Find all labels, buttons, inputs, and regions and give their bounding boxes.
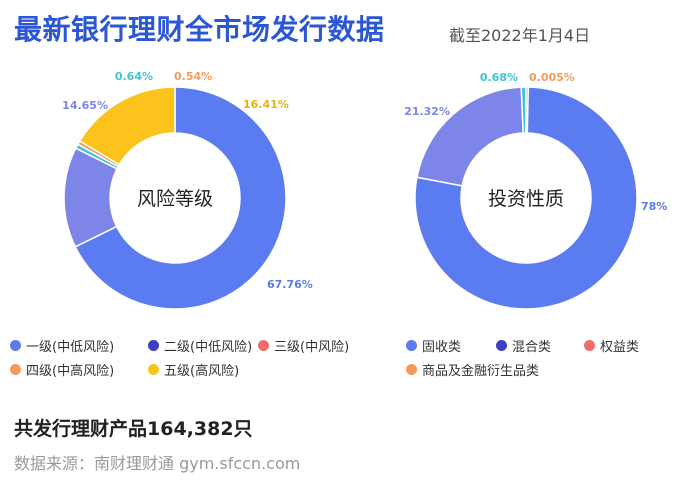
- donut-slice: [416, 86, 524, 187]
- legend-marker-icon: [584, 340, 595, 351]
- legend-marker-icon: [258, 340, 269, 351]
- header: 最新银行理财全市场发行数据 截至2022年1月4日: [14, 8, 686, 52]
- slice-value-label: 67.76%: [267, 278, 313, 291]
- slice-value-label: 14.65%: [62, 99, 108, 112]
- total-products: 共发行理财产品164,382只: [14, 418, 253, 440]
- legend-label: 固收类: [422, 340, 462, 355]
- legend-investment-type: 固收类 混合类 权益类商品及金融衍生品类: [406, 336, 696, 380]
- legend-marker-icon: [406, 364, 417, 375]
- legend-label: 权益类: [600, 340, 640, 355]
- legend-marker-icon: [148, 364, 159, 375]
- legend-item[interactable]: 一级(中低风险): [10, 336, 114, 355]
- legend-marker-icon: [10, 340, 21, 351]
- legend-label: 三级(中风险): [274, 340, 350, 355]
- legend-item[interactable]: 商品及金融衍生品类: [406, 360, 539, 379]
- donut-center-label: 风险等级: [137, 188, 213, 210]
- legend-item[interactable]: 四级(中高风险): [10, 360, 114, 379]
- legend-label: 二级(中低风险): [164, 340, 253, 355]
- legend-marker-icon: [496, 340, 507, 351]
- data-source: 数据来源：南财理财通 gym.sfccn.com: [14, 454, 301, 473]
- legend-item[interactable]: 权益类: [584, 336, 639, 355]
- legend-marker-icon: [148, 340, 159, 351]
- legend-item[interactable]: 混合类: [496, 336, 551, 355]
- donut-slice: [78, 86, 176, 166]
- donut-center-label: 投资性质: [488, 188, 564, 210]
- legend-marker-icon: [406, 340, 417, 351]
- legend-item[interactable]: 固收类: [406, 336, 461, 355]
- legend-label: 混合类: [512, 340, 552, 355]
- slice-value-label: 0.64%: [115, 70, 153, 83]
- slice-value-label: 0.005%: [529, 71, 575, 84]
- slice-value-label: 78%: [641, 200, 667, 213]
- legend-risk-level: 一级(中低风险) 二级(中低风险) 三级(中风险) 四级(中高风险) 五级(高风险): [10, 336, 350, 380]
- legend-label: 一级(中低风险): [26, 340, 115, 355]
- slice-value-label: 0.68%: [480, 71, 518, 84]
- legend-label: 五级(高风险): [164, 364, 240, 379]
- legend-marker-icon: [10, 364, 21, 375]
- donut-slice: [525, 86, 530, 134]
- slice-value-label: 0.54%: [174, 70, 212, 83]
- legend-label: 四级(中高风险): [26, 364, 115, 379]
- legend-item[interactable]: 二级(中低风险): [148, 336, 252, 355]
- donut-charts: 风险等级 67.76% 14.65% 0.64% 0.54% 16.41% 投资性质 78% 2…: [62, 70, 667, 310]
- donut-slice: [74, 86, 287, 310]
- legend-item[interactable]: 三级(中风险): [258, 336, 349, 355]
- slice-value-label: 16.41%: [243, 98, 289, 111]
- legend-item[interactable]: 五级(高风险): [148, 360, 239, 379]
- date-subtitle: 截至2022年1月4日: [449, 26, 591, 45]
- legend-label: 商品及金融衍生品类: [422, 364, 540, 379]
- slice-value-label: 21.32%: [404, 105, 450, 118]
- page-title: 最新银行理财全市场发行数据: [14, 13, 385, 46]
- donut-slice: [414, 86, 638, 310]
